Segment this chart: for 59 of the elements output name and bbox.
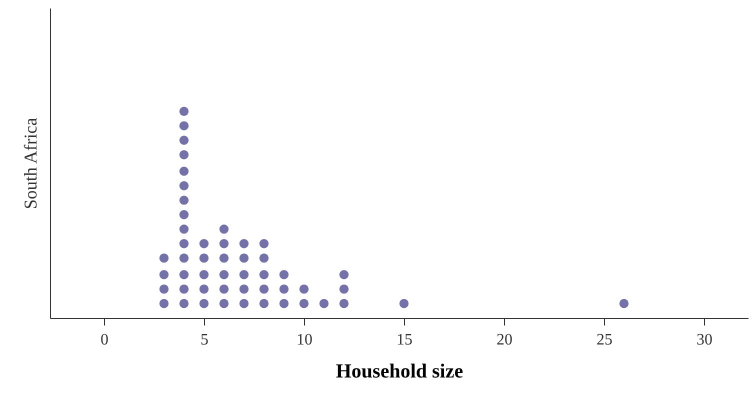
point bbox=[159, 270, 169, 280]
point bbox=[339, 284, 349, 294]
point bbox=[199, 239, 209, 248]
x-tick-label: 20 bbox=[496, 332, 512, 348]
point bbox=[219, 298, 229, 308]
point bbox=[299, 284, 309, 294]
point bbox=[179, 181, 189, 190]
point bbox=[199, 270, 209, 280]
point bbox=[199, 284, 209, 294]
point bbox=[179, 210, 189, 220]
x-axis-title: Household size bbox=[336, 360, 464, 382]
point bbox=[179, 284, 189, 294]
x-tick-label: 5 bbox=[200, 332, 208, 348]
point bbox=[259, 284, 269, 294]
point bbox=[219, 224, 229, 234]
point bbox=[179, 121, 189, 130]
point bbox=[299, 298, 309, 308]
point bbox=[239, 253, 249, 263]
point bbox=[199, 298, 209, 308]
point bbox=[159, 284, 169, 294]
point bbox=[199, 253, 209, 263]
point bbox=[259, 270, 269, 280]
point bbox=[179, 298, 189, 308]
point bbox=[179, 239, 189, 248]
point bbox=[179, 196, 189, 205]
point bbox=[179, 253, 189, 263]
point bbox=[179, 166, 189, 176]
point bbox=[339, 298, 349, 308]
point bbox=[259, 298, 269, 308]
x-tick-label: 10 bbox=[296, 332, 312, 348]
point bbox=[219, 284, 229, 294]
point bbox=[159, 298, 169, 308]
point bbox=[219, 270, 229, 280]
point bbox=[179, 224, 189, 234]
point bbox=[179, 270, 189, 280]
point bbox=[179, 150, 189, 160]
point bbox=[319, 298, 329, 308]
point bbox=[239, 270, 249, 280]
x-tick-label: 15 bbox=[396, 332, 412, 348]
point bbox=[219, 253, 229, 263]
x-tick-label: 0 bbox=[100, 332, 108, 348]
point bbox=[399, 298, 409, 308]
point bbox=[239, 284, 249, 294]
point bbox=[619, 298, 629, 308]
x-tick-label: 30 bbox=[696, 332, 712, 348]
point bbox=[259, 253, 269, 263]
point bbox=[279, 270, 289, 280]
y-axis-title: South Africa bbox=[20, 118, 40, 210]
point bbox=[339, 270, 349, 280]
point bbox=[279, 284, 289, 294]
point bbox=[239, 239, 249, 248]
point bbox=[279, 298, 289, 308]
point bbox=[239, 298, 249, 308]
point bbox=[219, 239, 229, 248]
x-tick-label: 25 bbox=[596, 332, 612, 348]
point bbox=[159, 253, 169, 263]
point bbox=[179, 136, 189, 145]
point bbox=[259, 239, 269, 248]
point bbox=[179, 106, 189, 116]
